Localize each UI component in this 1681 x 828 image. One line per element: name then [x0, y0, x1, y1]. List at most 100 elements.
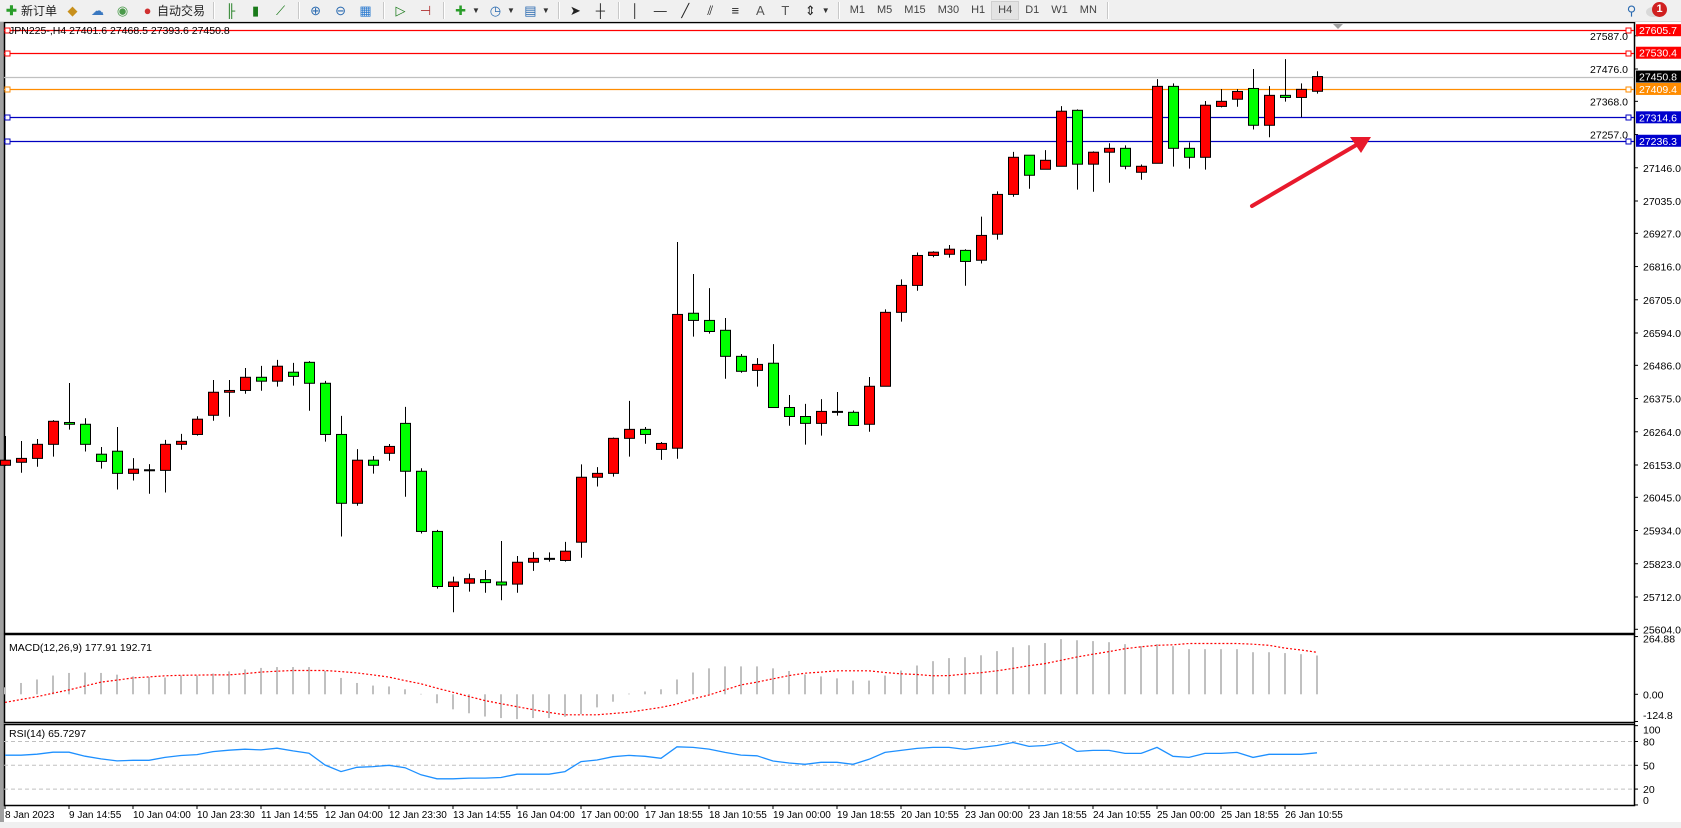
candle — [800, 403, 811, 445]
macd-histogram-bar — [820, 676, 822, 695]
timeframe-m5[interactable]: M5 — [877, 4, 893, 16]
chart-shift-button[interactable]: ⊣ — [415, 1, 438, 20]
candle — [1296, 83, 1307, 118]
line-chart-button[interactable]: ⟋ — [270, 1, 293, 20]
macd-histogram-bar — [500, 694, 502, 719]
candle — [128, 458, 139, 481]
trendline-icon: ╱ — [681, 3, 690, 18]
price-level-label: 27409.4 — [1639, 84, 1677, 96]
time-tick-label: 25 Jan 18:55 — [1221, 810, 1279, 821]
candle — [1120, 145, 1131, 170]
macd-histogram-bar — [980, 655, 982, 695]
macd-histogram-bar — [452, 694, 454, 710]
horizontal-line-button[interactable]: — — [650, 1, 673, 20]
tile-windows-button[interactable]: ▦ — [355, 1, 378, 20]
text-button[interactable]: A — [750, 1, 773, 20]
templates-button[interactable]: ▤ ▼ — [520, 1, 553, 20]
periods-button[interactable]: ◷ ▼ — [485, 1, 518, 20]
candle-body — [64, 421, 75, 425]
candle — [400, 406, 411, 497]
search-button[interactable]: ⚲ — [1621, 1, 1644, 20]
candlestick-button[interactable]: ▮ — [245, 1, 268, 20]
macd-histogram-bar — [580, 694, 582, 715]
separator — [617, 2, 620, 19]
level-anchor-handle — [1625, 50, 1632, 57]
new-order-icon: ✚ — [6, 3, 17, 18]
window-frame — [0, 21, 4, 828]
macd-histogram-bar — [116, 674, 118, 695]
price-level-label-bg — [1636, 134, 1681, 147]
bar-chart-button[interactable]: ╟ — [220, 1, 243, 20]
candle-body — [624, 428, 635, 439]
timeframe-m15[interactable]: M15 — [904, 4, 926, 16]
timeframe-m30[interactable]: M30 — [937, 4, 960, 16]
candle — [832, 391, 843, 416]
text-label-button[interactable]: T — [775, 1, 798, 20]
macd-histogram-bar — [916, 665, 918, 695]
market-watch-button[interactable]: ☁ — [87, 1, 110, 20]
macd-histogram-bar — [692, 672, 694, 695]
auto-scroll-button[interactable]: ▷ — [390, 1, 413, 20]
crosshair-icon: ┼ — [595, 3, 605, 18]
macd-histogram-bar — [788, 670, 790, 695]
candle-body — [304, 361, 315, 384]
signals-button[interactable]: ◉ — [112, 1, 135, 20]
timeframe-m1[interactable]: M1 — [849, 4, 865, 16]
candle — [512, 555, 523, 593]
macd-histogram-bar — [772, 668, 774, 695]
macd-histogram-bar — [660, 689, 662, 695]
annotation-arrow — [1250, 142, 1360, 208]
crosshair-button[interactable]: ┼ — [590, 1, 613, 20]
candle — [880, 309, 891, 387]
candle — [240, 368, 251, 394]
candle — [96, 447, 107, 469]
macd-histogram-bar — [1140, 646, 1142, 695]
cursor-button[interactable]: ➤ — [565, 1, 588, 20]
macd-signal-line — [4, 642, 1318, 716]
timeframe-h1[interactable]: H1 — [971, 4, 986, 16]
search-icon: ⚲ — [1626, 3, 1637, 18]
price-tick-label: 25604.0 — [1643, 624, 1681, 636]
auto-trading-label: 自动交易 — [157, 4, 206, 18]
timeframe-w1[interactable]: W1 — [1051, 4, 1068, 16]
vertical-line-button[interactable]: │ — [625, 1, 648, 20]
candle-body — [976, 234, 987, 261]
timeframe-d1[interactable]: D1 — [1025, 4, 1040, 16]
macd-tick-label: -124.8 — [1643, 710, 1673, 722]
level-anchor-handle — [1625, 27, 1632, 34]
time-tick-label: 13 Jan 14:55 — [453, 810, 511, 821]
macd-histogram-bar — [468, 694, 470, 714]
candle — [768, 344, 779, 409]
fibonacci-button[interactable]: ≡ — [725, 1, 748, 20]
macd-histogram-bar — [1300, 654, 1302, 695]
timeframe-mn[interactable]: MN — [1079, 4, 1097, 16]
candle-body — [480, 579, 491, 584]
auto-trading-button[interactable]: ● 自动交易 — [137, 1, 208, 20]
notifications-button[interactable]: 1 — [1646, 1, 1674, 20]
equidistant-channel-button[interactable]: ⫽ — [700, 1, 723, 20]
tile-windows-icon: ▦ — [359, 3, 372, 18]
arrows-button[interactable]: ⇕ ▼ — [800, 1, 833, 20]
level-anchor-handle — [4, 138, 11, 145]
candle-body — [448, 581, 459, 588]
new-order-button[interactable]: ✚ 新订单 — [1, 1, 60, 20]
candle-body — [928, 251, 939, 256]
time-tick-label: 9 Jan 14:55 — [69, 810, 122, 821]
zoom-out-button[interactable]: ⊖ — [330, 1, 353, 20]
timeframe-h4[interactable]: H4 — [991, 1, 1020, 20]
indicators-button[interactable]: ✚ ▼ — [450, 1, 483, 20]
candle — [480, 570, 491, 593]
macd-histogram-bar — [228, 671, 230, 695]
candle — [1312, 71, 1323, 94]
macd-histogram-bar — [420, 693, 422, 695]
macd-histogram-bar — [644, 691, 646, 695]
history-icon: ◆ — [67, 3, 78, 18]
trendline-button[interactable]: ╱ — [675, 1, 698, 20]
candle — [1264, 86, 1275, 138]
candle — [720, 318, 731, 379]
zoom-in-button[interactable]: ⊕ — [305, 1, 328, 20]
price-tick-label: 26705.0 — [1643, 295, 1681, 307]
history-button[interactable]: ◆ — [62, 1, 85, 20]
